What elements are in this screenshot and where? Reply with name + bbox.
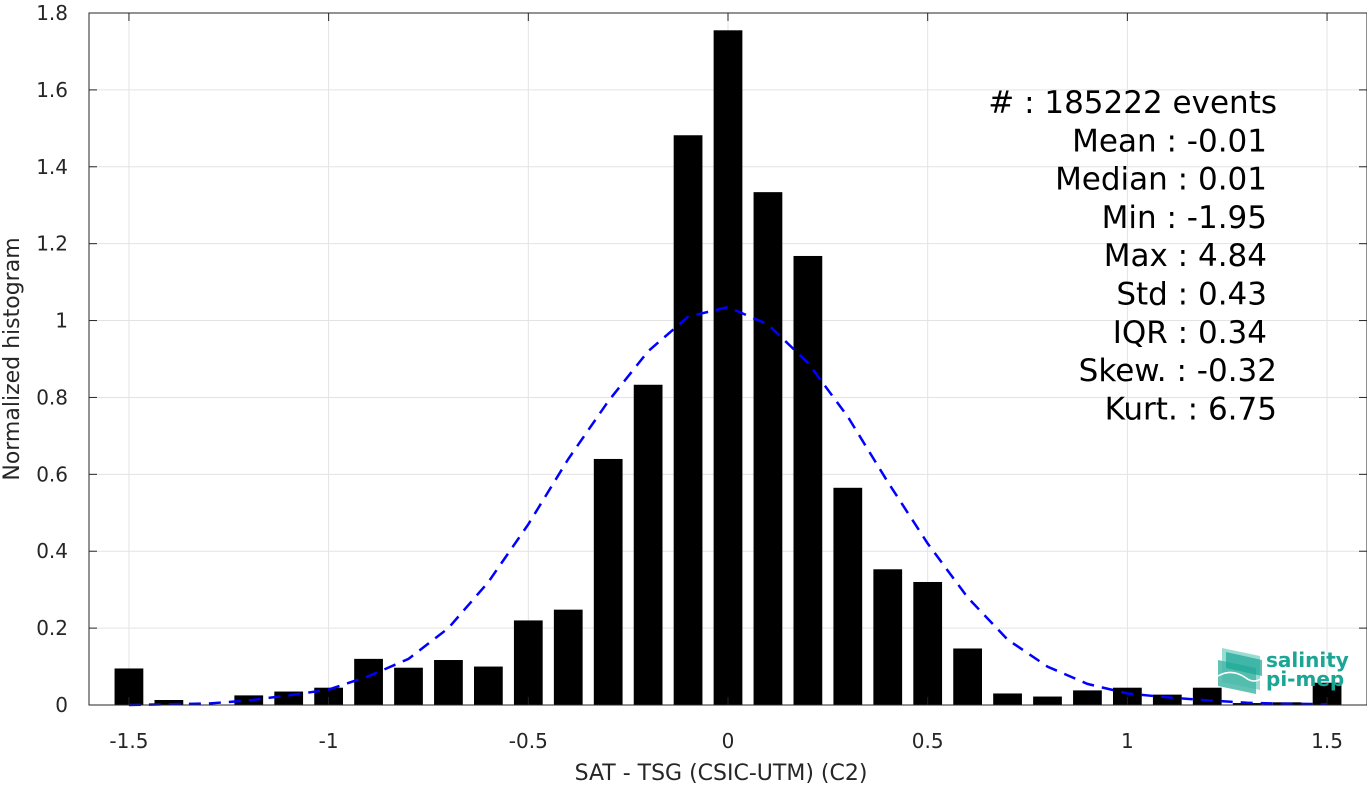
x-tick-label: -1 [319,729,339,753]
y-tick-label: 0.6 [36,462,68,486]
stats-line: Median : 0.01 [1055,162,1267,198]
histogram-bar [434,660,463,705]
y-tick-label: 1 [55,309,68,333]
histogram-bar [314,687,344,705]
x-tick-label: 0.5 [912,729,944,753]
histogram-bar [354,658,383,705]
y-tick-label: 0 [55,693,68,717]
histogram-bar [633,384,663,705]
histogram-bar [1152,694,1182,705]
histogram-bar [1232,703,1262,705]
x-tick-label: -1.5 [109,729,148,753]
stats-line: # : 185222 events [988,85,1277,121]
histogram-bar [473,666,503,705]
y-tick-labels: 0 0.2 0.4 0.6 0.8 1 1.2 1.4 1.6 1.8 [36,1,68,717]
histogram-bar [793,255,823,706]
histogram-bars [114,30,1342,706]
x-tick-label: 1.5 [1311,729,1343,753]
histogram-bar [833,487,863,705]
histogram-bar [993,693,1022,705]
y-tick-label: 0.8 [36,385,68,409]
logo-line2: pi-mep [1266,667,1344,691]
y-tick-label: 1.4 [36,155,68,179]
histogram-bar [1312,682,1342,705]
y-tick-label: 1.6 [36,78,68,102]
stats-line: Min : -1.95 [1102,200,1267,236]
x-tick-label: 1 [1121,729,1134,753]
histogram-bar [553,609,583,705]
histogram-bar [873,569,903,705]
histogram-bar [1112,687,1142,705]
stats-line: Max : 4.84 [1104,238,1267,274]
y-tick-label: 0.4 [36,539,68,563]
histogram-bar [673,135,703,706]
stats-line: Mean : -0.01 [1072,123,1267,159]
histogram-bar [513,620,543,705]
stats-line: Skew. : -0.32 [1079,353,1277,389]
histogram-bar [713,30,743,706]
histogram-bar [953,648,983,705]
stats-line: Std : 0.43 [1116,277,1267,313]
y-tick-label: 0.2 [36,616,68,640]
salinity-pi-mep-logo: salinity pi-mep [1217,648,1349,694]
normal-fit-curve [128,305,1328,707]
logo-line1: salinity [1266,648,1349,672]
axis-ticks [89,12,1367,706]
x-axis-label: SAT - TSG (CSIC-UTM) (C2) [575,761,868,785]
y-tick-label: 1.2 [36,232,68,256]
histogram-bar [1073,690,1102,705]
histogram-bar [154,700,184,705]
stats-line: IQR : 0.34 [1113,315,1267,351]
x-tick-labels: -1.5 -1 -0.5 0 0.5 1 1.5 [109,729,1343,753]
histogram-bar [913,581,943,705]
y-tick-label: 1.8 [36,1,68,25]
histogram-bar [394,667,423,705]
histogram-bar [593,458,623,705]
stats-line: Kurt. : 6.75 [1105,391,1277,427]
logo-emblem-icon [1217,648,1263,694]
x-tick-label: 0 [722,729,735,753]
y-axis-label: Normalized histogram [0,237,25,480]
x-tick-label: -0.5 [509,729,548,753]
histogram-bar [753,192,783,705]
histogram-bar [1192,687,1222,705]
histogram-bar [1033,696,1062,705]
